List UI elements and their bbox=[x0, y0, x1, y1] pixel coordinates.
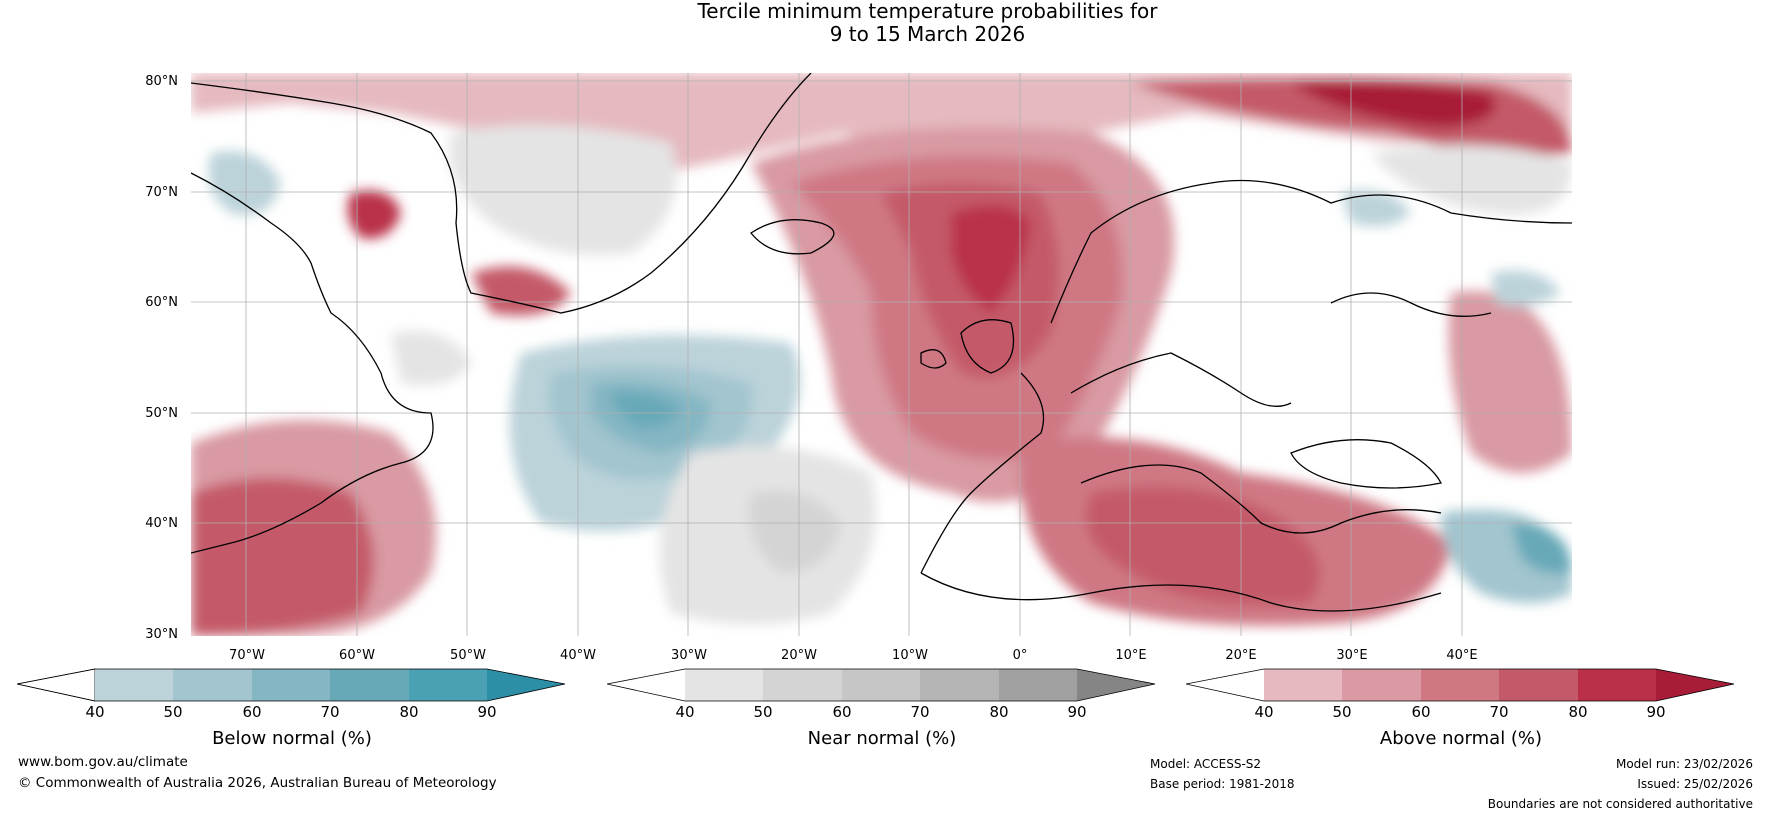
cb-below-seg-2 bbox=[173, 669, 252, 701]
cb-below-seg-4 bbox=[330, 669, 409, 701]
graticule bbox=[191, 73, 1572, 636]
probability-map bbox=[191, 73, 1572, 636]
lon-label-40e: 40°E bbox=[1446, 648, 1478, 663]
cb-above-seg-5 bbox=[1578, 669, 1656, 701]
lon-label-20e: 20°E bbox=[1225, 648, 1257, 663]
lon-label-50w: 50°W bbox=[450, 648, 486, 663]
cb-below-tick-50: 50 bbox=[163, 703, 183, 721]
cb-near-tick-40: 40 bbox=[675, 703, 695, 721]
cb-below-seg-1 bbox=[95, 669, 173, 701]
cb-near-tick-80: 80 bbox=[989, 703, 1009, 721]
footer-copyright: © Commonwealth of Australia 2026, Austra… bbox=[18, 775, 497, 791]
colorbar-near-swatches bbox=[606, 668, 1156, 702]
cb-above-seg-4 bbox=[1499, 669, 1578, 701]
cb-above-seg-0 bbox=[1186, 669, 1264, 701]
cb-above-tick-60: 60 bbox=[1411, 703, 1431, 721]
lat-label-30n: 30°N bbox=[145, 627, 178, 642]
lon-label-40w: 40°W bbox=[560, 648, 596, 663]
map-canvas bbox=[191, 73, 1572, 636]
footer-model-run: Model run: 23/02/2026 bbox=[1615, 757, 1753, 771]
cb-near-seg-6 bbox=[1077, 669, 1155, 701]
cb-above-tick-70: 70 bbox=[1489, 703, 1509, 721]
lon-label-30e: 30°E bbox=[1336, 648, 1368, 663]
map-title: Tercile minimum temperature probabilitie… bbox=[0, 0, 1770, 46]
cb-below-seg-3 bbox=[252, 669, 330, 701]
colorbar-above-swatches bbox=[1185, 668, 1735, 702]
cb-near-seg-2 bbox=[763, 669, 842, 701]
coastlines bbox=[191, 73, 1572, 612]
cb-below-tick-80: 80 bbox=[399, 703, 419, 721]
footer-website[interactable]: www.bom.gov.au/climate bbox=[18, 754, 188, 770]
cb-above-tick-50: 50 bbox=[1332, 703, 1352, 721]
cb-below-tick-90: 90 bbox=[477, 703, 497, 721]
lon-label-30w: 30°W bbox=[671, 648, 707, 663]
cb-below-label: Below normal (%) bbox=[212, 728, 372, 749]
cb-below-seg-5 bbox=[409, 669, 487, 701]
colorbar-below-normal: 40 50 60 70 80 90 Below normal (%) bbox=[16, 668, 567, 749]
cb-above-seg-3 bbox=[1421, 669, 1499, 701]
cb-near-seg-1 bbox=[685, 669, 763, 701]
footer-disclaimer: Boundaries are not considered authoritat… bbox=[1487, 797, 1753, 811]
map-title-line1: Tercile minimum temperature probabilitie… bbox=[697, 0, 1158, 23]
cb-above-seg-6 bbox=[1656, 669, 1734, 701]
cb-near-seg-4 bbox=[920, 669, 999, 701]
cb-near-tick-60: 60 bbox=[832, 703, 852, 721]
lat-label-70n: 70°N bbox=[145, 185, 178, 200]
lon-label-10w: 10°W bbox=[892, 648, 928, 663]
cb-near-seg-3 bbox=[842, 669, 920, 701]
probability-contours bbox=[191, 73, 1572, 636]
map-title-line2: 9 to 15 March 2026 bbox=[829, 22, 1026, 46]
cb-near-seg-0 bbox=[607, 669, 685, 701]
cb-below-tick-70: 70 bbox=[320, 703, 340, 721]
footer-issued: Issued: 25/02/2026 bbox=[1637, 777, 1753, 791]
cb-above-seg-1 bbox=[1264, 669, 1342, 701]
lon-label-10e: 10°E bbox=[1115, 648, 1147, 663]
lat-label-40n: 40°N bbox=[145, 516, 178, 531]
cb-below-seg-0 bbox=[16, 668, 96, 702]
cb-near-tick-70: 70 bbox=[910, 703, 930, 721]
cb-above-seg-2 bbox=[1342, 669, 1421, 701]
lon-label-70w: 70°W bbox=[229, 648, 265, 663]
cb-below-tick-60: 60 bbox=[242, 703, 262, 721]
footer-model: Model: ACCESS-S2 bbox=[1150, 757, 1262, 771]
cb-above-tick-90: 90 bbox=[1646, 703, 1666, 721]
colorbar-near-normal: 40 50 60 70 80 90 Near normal (%) bbox=[606, 668, 1157, 749]
cb-above-tick-80: 80 bbox=[1568, 703, 1588, 721]
lon-label-60w: 60°W bbox=[339, 648, 375, 663]
cb-near-label: Near normal (%) bbox=[807, 728, 957, 749]
cb-above-tick-40: 40 bbox=[1254, 703, 1274, 721]
footer-base-period: Base period: 1981-2018 bbox=[1150, 777, 1295, 791]
lat-label-60n: 60°N bbox=[145, 295, 178, 310]
cb-below-seg-6 bbox=[487, 669, 565, 701]
colorbar-above-normal: 40 50 60 70 80 90 Above normal (%) bbox=[1185, 668, 1736, 749]
cb-near-seg-5 bbox=[999, 669, 1077, 701]
lon-label-0: 0° bbox=[1012, 648, 1028, 663]
cb-near-tick-50: 50 bbox=[753, 703, 773, 721]
lat-label-80n: 80°N bbox=[145, 74, 178, 89]
lon-label-20w: 20°W bbox=[781, 648, 817, 663]
cb-below-tick-40: 40 bbox=[85, 703, 105, 721]
colorbar-below-swatches bbox=[16, 668, 566, 702]
cb-near-tick-90: 90 bbox=[1067, 703, 1087, 721]
cb-above-label: Above normal (%) bbox=[1379, 728, 1543, 749]
lat-label-50n: 50°N bbox=[145, 406, 178, 421]
